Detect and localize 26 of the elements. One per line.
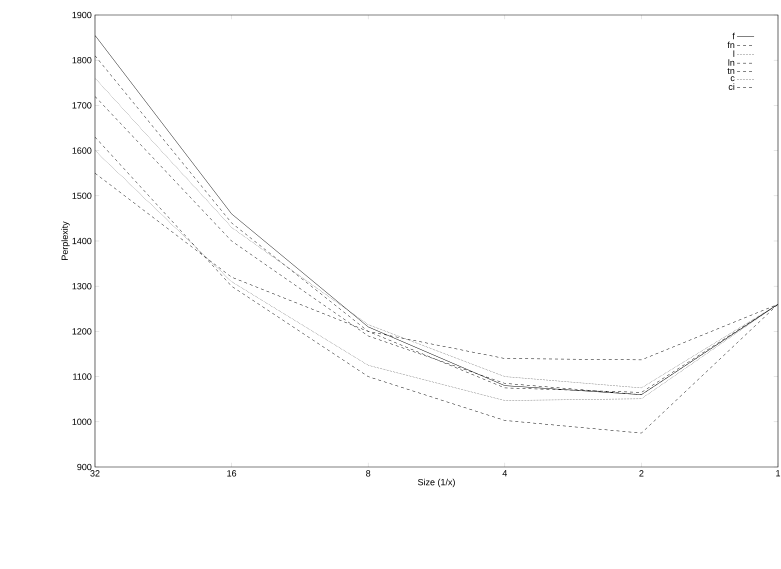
x-tick-label: 1 <box>776 470 780 476</box>
y-tick-label: 1600 <box>72 147 92 154</box>
legend-label: f <box>732 32 735 40</box>
y-tick-label: 1700 <box>72 102 92 109</box>
legend-label: ci <box>728 83 734 90</box>
y-tick-label: 1300 <box>72 283 92 290</box>
x-tick-label: 32 <box>90 470 100 477</box>
legend-label: tn <box>727 68 734 74</box>
legend-label: fn <box>727 42 734 48</box>
y-tick-label: 1800 <box>72 57 92 64</box>
x-tick-label: 2 <box>639 470 644 476</box>
x-tick-label: 16 <box>227 470 236 477</box>
y-tick-label: 900 <box>77 464 92 470</box>
x-tick-label: 4 <box>502 470 508 476</box>
y-axis-title: Perplexity <box>61 221 70 260</box>
y-tick-label: 1400 <box>72 238 92 244</box>
y-tick-label: 1200 <box>72 328 92 335</box>
y-tick-label: 1500 <box>72 192 92 199</box>
legend-label: l <box>733 50 734 57</box>
legend-label: c <box>730 76 735 82</box>
y-tick-label: 1000 <box>72 418 92 425</box>
legend-label: ln <box>728 59 734 66</box>
x-axis-title: Size (1/x) <box>418 478 455 488</box>
y-tick-label: 1900 <box>72 12 92 18</box>
y-tick-label: 1100 <box>73 373 92 380</box>
x-tick-label: 8 <box>366 470 370 477</box>
